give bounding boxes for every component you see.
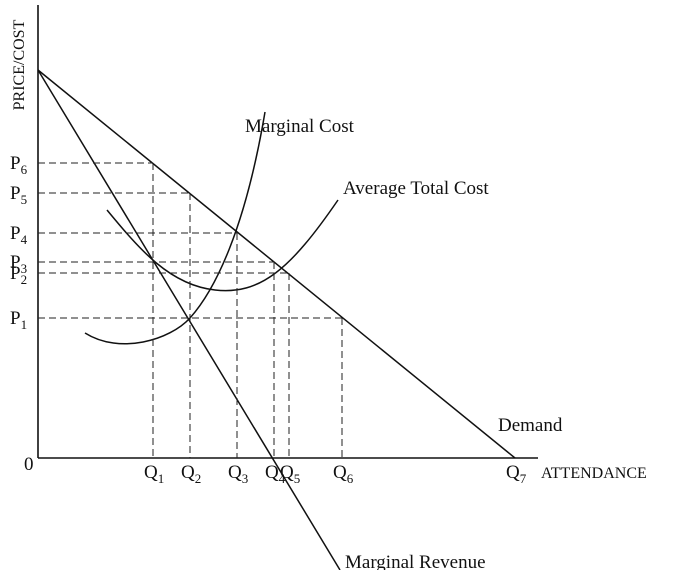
x-axis-label: ATTENDANCE bbox=[541, 465, 647, 482]
price-label: P2 bbox=[10, 263, 27, 287]
quantity-label: Q3 bbox=[228, 462, 248, 486]
origin-label: 0 bbox=[24, 454, 34, 475]
quantity-label-sub: 7 bbox=[520, 471, 527, 486]
average-total-cost-curve bbox=[106, 199, 339, 292]
curve-label: Marginal Cost bbox=[245, 116, 355, 137]
y-axis-label: PRICE/COST bbox=[11, 19, 28, 110]
price-label-base: P bbox=[10, 252, 21, 273]
quantity-label-base: Q bbox=[333, 462, 347, 483]
price-label-base: P bbox=[10, 153, 21, 174]
quantity-label: Q1 bbox=[144, 462, 164, 486]
price-label: P5 bbox=[10, 183, 27, 207]
curve-label: Demand bbox=[498, 415, 563, 436]
price-label-sub: 3 bbox=[21, 261, 28, 276]
marginal-cost-curve bbox=[84, 111, 266, 345]
quantity-label-sub: 4 bbox=[279, 471, 286, 486]
curve-label: Average Total Cost bbox=[343, 178, 489, 199]
quantity-label-base: Q bbox=[265, 462, 279, 483]
quantity-label: Q4 bbox=[265, 462, 286, 486]
price-label-sub: 4 bbox=[21, 232, 28, 247]
quantity-label: Q5 bbox=[280, 462, 300, 486]
quantity-label-sub: 5 bbox=[294, 471, 301, 486]
curve-label: Marginal Revenue bbox=[345, 552, 486, 570]
quantity-label: Q2 bbox=[181, 462, 201, 486]
price-label: P6 bbox=[10, 153, 28, 177]
quantity-label-base: Q bbox=[181, 462, 195, 483]
price-label: P3 bbox=[10, 252, 27, 276]
price-label-base: P bbox=[10, 183, 21, 204]
price-label-sub: 5 bbox=[21, 192, 28, 207]
quantity-label: Q6 bbox=[333, 462, 354, 486]
price-label-sub: 2 bbox=[21, 272, 28, 287]
quantity-label: Q7 bbox=[506, 462, 527, 486]
quantity-label-sub: 3 bbox=[242, 471, 249, 486]
price-label-base: P bbox=[10, 223, 21, 244]
quantity-label-sub: 2 bbox=[195, 471, 202, 486]
quantity-label-base: Q bbox=[506, 462, 520, 483]
quantity-label-base: Q bbox=[280, 462, 294, 483]
price-label-base: P bbox=[10, 263, 21, 284]
quantity-label-sub: 6 bbox=[347, 471, 354, 486]
quantity-label-base: Q bbox=[144, 462, 158, 483]
price-label: P4 bbox=[10, 223, 28, 247]
price-label-sub: 6 bbox=[21, 162, 28, 177]
quantity-label-base: Q bbox=[228, 462, 242, 483]
price-label: P1 bbox=[10, 308, 27, 332]
demand-curve bbox=[37, 69, 516, 459]
price-label-sub: 1 bbox=[21, 317, 28, 332]
quantity-label-sub: 1 bbox=[158, 471, 165, 486]
price-label-base: P bbox=[10, 308, 21, 329]
